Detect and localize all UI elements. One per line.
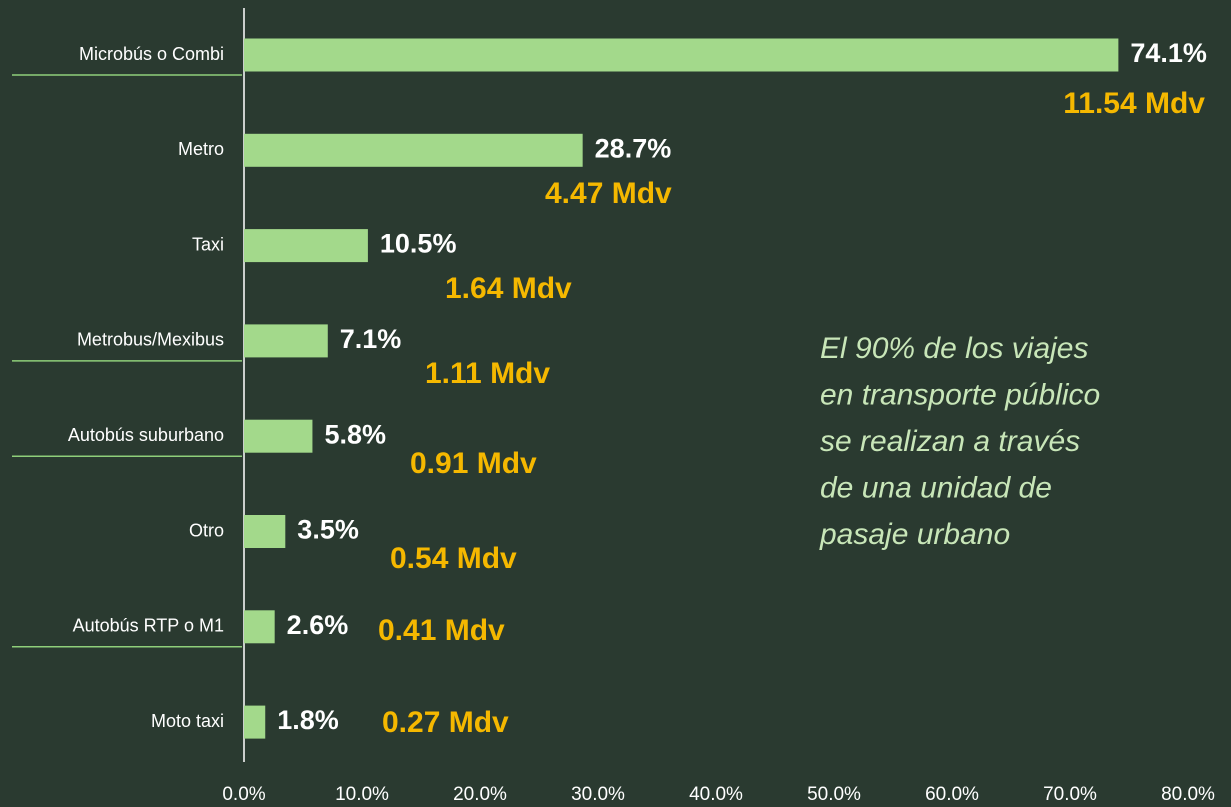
x-tick-label: 50.0% [807, 784, 861, 805]
value-label: 7.1% [340, 324, 402, 354]
trip-label: 4.47 Mdv [545, 177, 672, 210]
category-label: Autobús RTP o M1 [73, 616, 224, 636]
x-tick-label: 60.0% [925, 784, 979, 805]
bar [244, 610, 275, 644]
x-tick-label: 30.0% [571, 784, 625, 805]
annotation: de una unidad de [820, 471, 1052, 504]
annotation: El 90% de los viajes [820, 332, 1088, 365]
trip-label: 0.27 Mdv [382, 706, 509, 739]
value-label: 5.8% [324, 419, 386, 449]
x-tick-label: 40.0% [689, 784, 743, 805]
bar [244, 324, 328, 358]
category-label: Otro [189, 520, 224, 540]
value-label: 74.1% [1130, 38, 1207, 68]
trip-label: 11.54 Mdv [1063, 87, 1205, 120]
category-label: Taxi [192, 234, 224, 254]
category-label: Metrobus/Mexibus [77, 330, 224, 350]
value-label: 3.5% [297, 515, 359, 545]
trip-label: 0.91 Mdv [410, 447, 537, 480]
trip-label: 0.41 Mdv [378, 614, 505, 647]
bar [244, 229, 368, 263]
value-label: 28.7% [595, 133, 672, 163]
trip-label: 1.11 Mdv [425, 357, 550, 390]
bar [244, 133, 583, 167]
value-label: 10.5% [380, 229, 457, 259]
category-label: Moto taxi [151, 711, 224, 731]
trip-label: 1.64 Mdv [445, 272, 572, 305]
bar [244, 515, 286, 548]
x-tick-label: 70.0% [1043, 784, 1097, 805]
annotation: pasaje urbano [819, 518, 1010, 551]
value-label: 1.8% [277, 705, 339, 735]
category-label: Metro [178, 139, 224, 159]
bar [244, 419, 313, 453]
trip-label: 0.54 Mdv [390, 542, 517, 575]
annotation: en transporte público [820, 378, 1100, 411]
category-label: Microbús o Combi [79, 44, 224, 64]
value-label: 2.6% [287, 610, 349, 640]
x-tick-label: 10.0% [335, 784, 389, 805]
bar [244, 38, 1119, 72]
x-tick-label: 20.0% [453, 784, 507, 805]
x-tick-label: 0.0% [222, 784, 265, 805]
bar [244, 705, 266, 739]
annotation: se realizan a través [820, 425, 1080, 458]
category-label: Autobús suburbano [68, 425, 224, 445]
x-tick-label: 80.0% [1161, 784, 1215, 805]
